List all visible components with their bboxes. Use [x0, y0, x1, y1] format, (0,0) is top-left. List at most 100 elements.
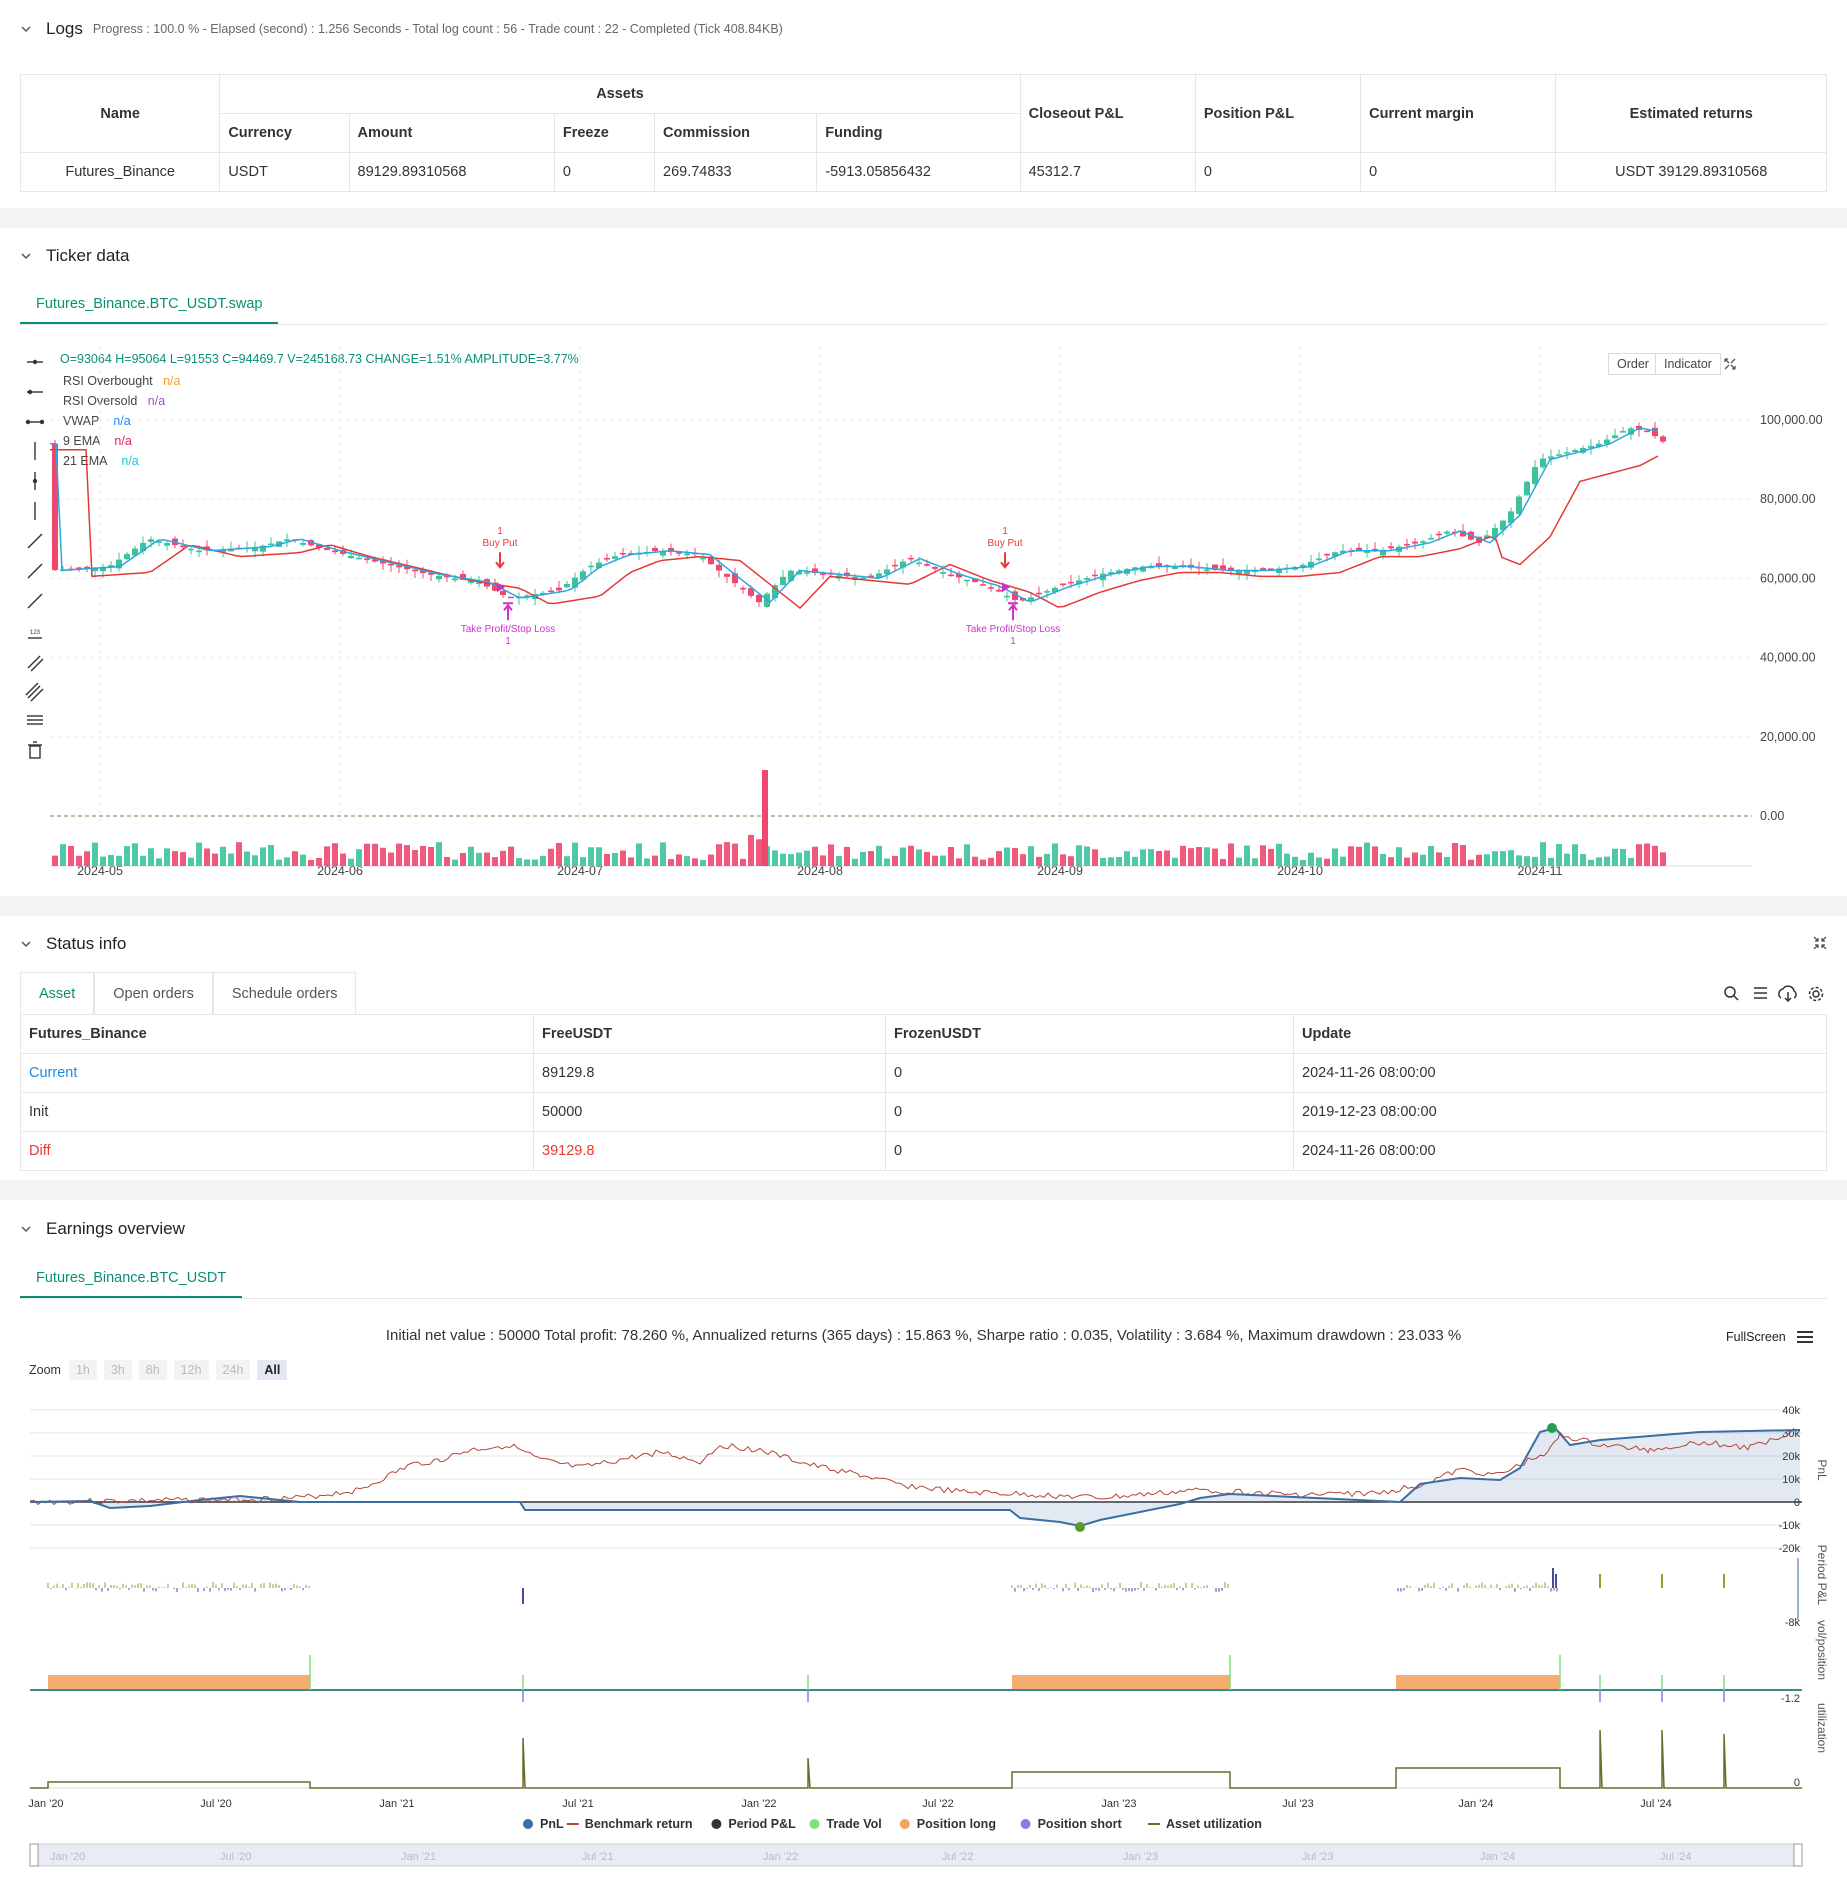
candle — [724, 573, 730, 577]
collapse-icon[interactable] — [1813, 936, 1827, 950]
candle — [956, 573, 962, 578]
horizontal-line-icon[interactable] — [27, 359, 43, 365]
order-button[interactable]: Order — [1608, 353, 1658, 375]
legend-item[interactable]: Trade Vol — [809, 1817, 882, 1831]
menu-icon[interactable] — [1796, 1330, 1814, 1344]
zoom-all[interactable]: All — [257, 1360, 288, 1380]
volume-bar — [756, 839, 762, 866]
gear-icon[interactable] — [1808, 986, 1824, 1002]
tab-btc-usdt[interactable]: Futures_Binance.BTC_USDT — [20, 1258, 243, 1298]
logs-header[interactable]: Logs Progress : 100.0 % - Elapsed (secon… — [0, 0, 1847, 58]
cloud-download-icon[interactable] — [1778, 985, 1797, 1003]
legend-item[interactable]: Period P&L — [711, 1817, 796, 1831]
candle — [908, 557, 914, 560]
candle — [1060, 583, 1066, 586]
volume-bar — [300, 854, 306, 866]
row-label-current[interactable]: Current — [20, 1053, 534, 1093]
zoom-1h[interactable]: 1h — [68, 1360, 97, 1380]
earnings-tabs: Futures_Binance.BTC_USDT — [20, 1258, 1827, 1299]
candle — [1492, 527, 1498, 538]
buy-arrow — [1008, 602, 1018, 621]
x-tick-label: 2024-11 — [1518, 864, 1563, 878]
zoom-12h[interactable]: 12h — [173, 1360, 209, 1380]
legend-label: Period P&L — [728, 1817, 796, 1831]
fib-channel-icon[interactable] — [25, 682, 44, 702]
price-label-icon[interactable]: 123 — [28, 630, 42, 639]
candlestick-chart[interactable]: 100,000.00 80,000.00 60,000.00 40,000.00 20,… — [0, 336, 1847, 896]
volume-bar — [1644, 843, 1650, 866]
cell: USDT 39129.89310568 — [1555, 152, 1827, 192]
candle — [1076, 580, 1082, 585]
parallel-lines-icon[interactable] — [27, 655, 44, 672]
volume-bar — [1388, 857, 1394, 866]
candle — [1556, 454, 1562, 456]
chevron-down-icon[interactable] — [20, 23, 32, 35]
segment-icon[interactable] — [27, 593, 43, 609]
volume-bar — [1396, 847, 1402, 866]
candle — [1324, 553, 1330, 556]
horizontal-ray-icon[interactable] — [27, 389, 43, 395]
chevron-down-icon[interactable] — [20, 250, 32, 262]
chevron-down-icon[interactable] — [20, 1223, 32, 1235]
volume-bar — [1172, 857, 1178, 866]
earnings-header[interactable]: Earnings overview — [0, 1200, 1847, 1258]
legend-item[interactable]: Position short — [1020, 1817, 1123, 1831]
zoom-8h[interactable]: 8h — [138, 1360, 167, 1380]
candle — [1388, 546, 1394, 549]
tab-asset[interactable]: Asset — [20, 972, 95, 1014]
tab-open-orders[interactable]: Open orders — [94, 972, 213, 1014]
row-label-diff: Diff — [20, 1131, 534, 1171]
volume-bar — [1460, 845, 1466, 866]
vertical-ray-icon[interactable] — [32, 472, 38, 490]
volume-bar — [828, 844, 834, 866]
earnings-section: Earnings overview Futures_Binance.BTC_US… — [0, 1200, 1847, 1880]
list-icon[interactable] — [1754, 987, 1767, 999]
volume-bar — [844, 846, 850, 866]
tab-btc-swap[interactable]: Futures_Binance.BTC_USDT.swap — [20, 284, 279, 324]
candle — [116, 559, 122, 569]
legend-item[interactable]: PnL — [523, 1817, 564, 1831]
indicator-button[interactable]: Indicator — [1655, 353, 1721, 375]
search-icon[interactable] — [1724, 986, 1739, 1001]
legend-item[interactable]: Benchmark return — [566, 1817, 693, 1831]
x-tick-label: Jul '20 — [200, 1798, 231, 1810]
expand-icon[interactable] — [1722, 356, 1738, 372]
trend-line-icon[interactable] — [27, 533, 43, 549]
volume-bar — [900, 847, 906, 866]
ticker-header[interactable]: Ticker data — [0, 228, 1847, 284]
legend-item[interactable]: Asset utilization — [1148, 1817, 1262, 1831]
candle — [660, 551, 666, 556]
ema21-line — [50, 448, 1659, 610]
x-tick-label: Jul '21 — [562, 1798, 593, 1810]
trash-icon[interactable] — [28, 741, 42, 759]
zoom-24h[interactable]: 24h — [215, 1360, 251, 1380]
candle — [1068, 581, 1074, 584]
volume-bar — [1228, 843, 1234, 866]
legend-item[interactable]: Position long — [899, 1817, 996, 1831]
volume-bar — [1284, 853, 1290, 866]
x-tick-label: Jan '24 — [1458, 1798, 1493, 1810]
volume-bar — [964, 844, 970, 866]
status-tools — [1724, 985, 1824, 1003]
trend-ray-icon[interactable] — [27, 563, 43, 579]
position-long-bar — [1396, 1675, 1560, 1689]
col-assets: Assets — [219, 74, 1021, 114]
x-tick-label: 2024-10 — [1277, 864, 1323, 878]
chevron-down-icon[interactable] — [20, 938, 32, 950]
candle — [572, 577, 578, 588]
horizontal-segment-icon[interactable] — [25, 419, 45, 425]
annotation-count: 1 — [1010, 636, 1016, 647]
volume-bar — [780, 853, 786, 866]
fib-retracement-icon[interactable] — [27, 715, 43, 725]
status-header[interactable]: Status info — [0, 916, 1847, 972]
candle — [316, 544, 322, 548]
zoom-3h[interactable]: 3h — [103, 1360, 132, 1380]
benchmark-line — [29, 1427, 1795, 1506]
candle — [52, 443, 58, 571]
fullscreen-button[interactable]: FullScreen — [1726, 1330, 1814, 1344]
candle — [436, 576, 442, 580]
tab-schedule-orders[interactable]: Schedule orders — [212, 972, 357, 1014]
navigator-tick: Jan '24 — [1480, 1851, 1515, 1863]
volume-bar — [1420, 854, 1426, 866]
